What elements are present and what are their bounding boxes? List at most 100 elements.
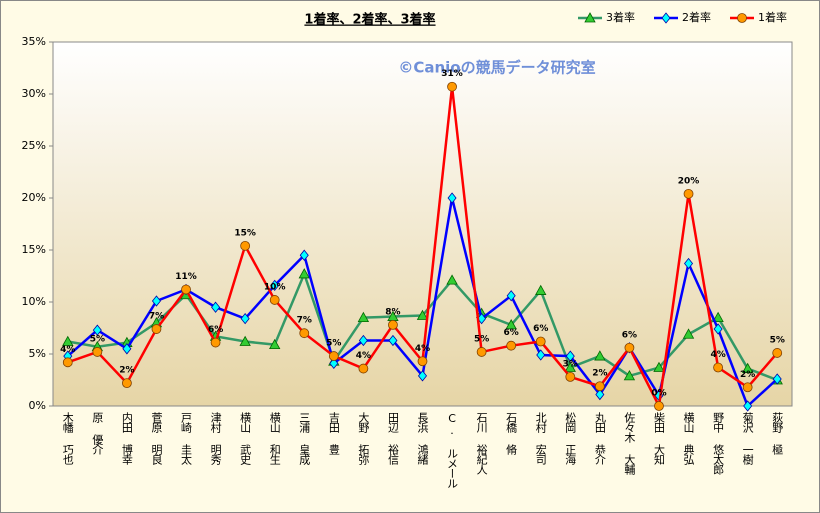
x-tick-label: 木幡 巧也 <box>61 412 74 465</box>
x-tick-label: 横山 典弘 <box>682 411 695 465</box>
x-tick-label: 戸崎 圭太 <box>180 412 193 466</box>
data-label: 5% <box>474 334 489 344</box>
point <box>329 357 339 370</box>
point <box>653 361 665 372</box>
point <box>446 274 458 285</box>
point <box>388 334 398 347</box>
point <box>151 324 162 334</box>
x-tick-label: 田辺 裕信 <box>386 412 399 466</box>
y-tick-label: 10% <box>22 295 46 308</box>
point <box>476 347 487 357</box>
legend-label: 1着率 <box>758 10 787 24</box>
point <box>358 363 369 374</box>
point <box>299 328 310 339</box>
x-tick-label: 松岡 正海 <box>564 411 577 466</box>
data-label: 4% <box>60 345 75 355</box>
data-label: 6% <box>208 325 223 335</box>
point <box>624 342 635 353</box>
legend-label: 2着率 <box>682 10 711 24</box>
x-tick-label: 長浜 鴻緒 <box>416 412 429 466</box>
data-label: 20% <box>678 176 700 186</box>
y-tick-label: 25% <box>22 139 46 152</box>
point <box>357 311 370 322</box>
y-tick-label: 15% <box>22 243 46 256</box>
point <box>447 192 457 204</box>
point <box>506 340 517 351</box>
y-tick-label: 0% <box>29 399 46 412</box>
point <box>239 335 251 346</box>
point <box>62 335 74 346</box>
point <box>564 361 576 372</box>
point <box>684 257 694 270</box>
watermark: ©Canioの競馬データ研究室 <box>398 59 595 77</box>
data-label: 5% <box>326 339 341 349</box>
point <box>417 370 428 382</box>
legend-marker <box>737 13 747 23</box>
x-tick-label: 北村 宏司 <box>534 412 547 465</box>
point <box>654 401 664 411</box>
x-tick-label: 原 優介 <box>91 412 104 455</box>
x-tick-label: 三浦 皇成 <box>298 412 311 466</box>
point <box>505 319 517 330</box>
data-label: 5% <box>90 334 105 344</box>
point <box>151 295 161 307</box>
point <box>92 324 102 336</box>
point <box>299 249 309 261</box>
x-tick-label: 大野 拓弥 <box>357 411 370 466</box>
point <box>328 351 339 361</box>
point <box>298 268 310 279</box>
point <box>358 334 368 347</box>
point <box>240 240 251 251</box>
data-label: 2% <box>592 369 607 379</box>
point <box>211 301 221 313</box>
point <box>683 188 694 199</box>
point <box>210 337 221 348</box>
data-label: 7% <box>297 316 312 326</box>
point <box>594 350 606 361</box>
point <box>62 357 73 368</box>
point <box>417 356 428 367</box>
point <box>535 284 547 295</box>
x-tick-label: 石川 裕紀人 <box>475 412 488 475</box>
data-label: 4% <box>710 350 725 360</box>
point <box>712 311 724 322</box>
data-label: 10% <box>264 282 286 292</box>
point <box>447 81 457 92</box>
point <box>743 400 753 412</box>
point <box>535 336 546 347</box>
point <box>92 347 103 357</box>
y-tick-label: 5% <box>29 347 46 360</box>
x-tick-label: 横山 和生 <box>268 411 281 465</box>
data-label: 8% <box>385 307 400 317</box>
point <box>416 309 429 320</box>
point <box>269 295 280 305</box>
chart-title: 1着率、2着率、3着率 <box>304 12 435 28</box>
data-label: 5% <box>770 335 785 345</box>
data-label: 2% <box>740 370 755 380</box>
data-label: 31% <box>441 69 463 79</box>
point <box>595 388 605 401</box>
point <box>181 284 191 295</box>
x-tick-label: 吉田 豊 <box>327 412 340 455</box>
point <box>122 378 132 389</box>
data-label: 6% <box>622 330 637 340</box>
point <box>122 343 132 355</box>
point <box>682 328 695 339</box>
x-tick-label: 丸田 恭介 <box>593 412 606 465</box>
data-label: 4% <box>415 344 430 354</box>
point <box>565 350 575 362</box>
point <box>772 373 782 385</box>
y-tick-label: 30% <box>22 87 46 100</box>
data-label: 4% <box>356 351 371 361</box>
x-tick-label: 荻野 極 <box>771 412 784 455</box>
data-label: 2% <box>119 366 134 376</box>
data-label: 0% <box>651 389 666 399</box>
x-tick-label: 野中 悠太郎 <box>712 412 725 475</box>
legend-marker <box>584 12 596 23</box>
point <box>536 349 546 361</box>
point <box>713 362 723 373</box>
x-tick-label: 菊沢 一樹 <box>741 412 754 466</box>
data-label: 11% <box>175 272 197 282</box>
x-tick-label: 石橋 脩 <box>505 412 518 456</box>
